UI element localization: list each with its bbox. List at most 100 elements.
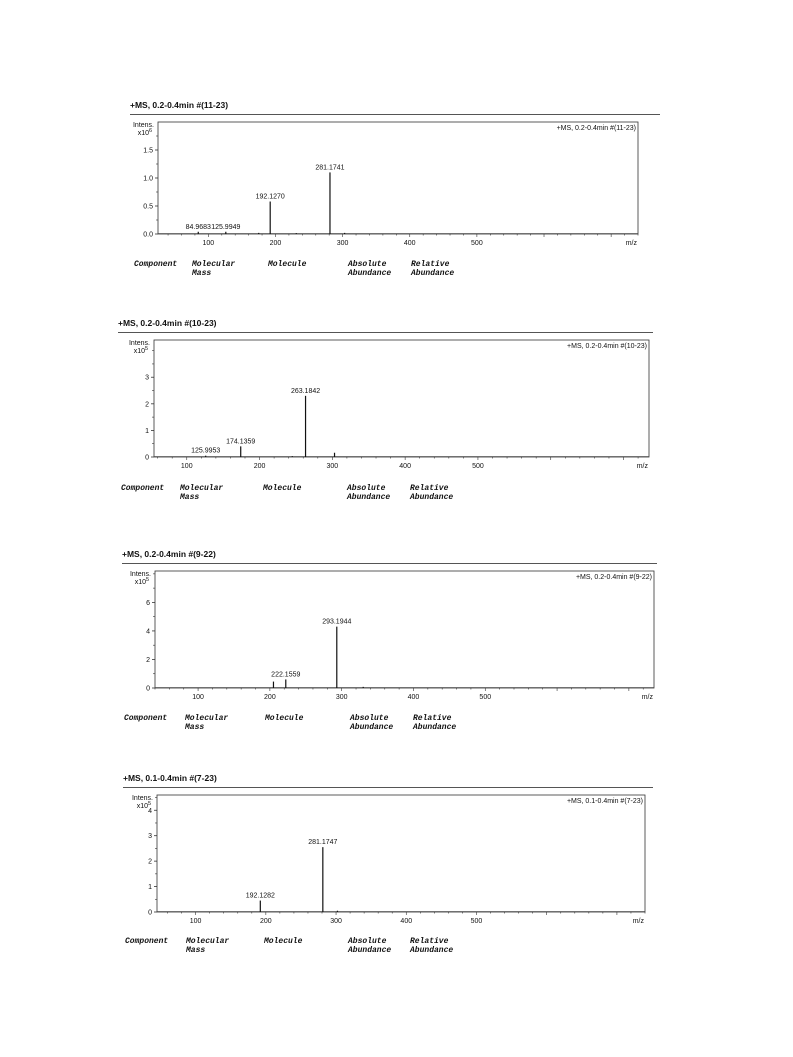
y-tick-label: 1 [148,884,152,891]
caption-absolute-line2: Abundance [350,723,394,732]
y-axis-exponent: x10 [138,130,149,137]
caption-relative-line1: Relative [410,484,449,493]
peak-label: 84.9683 [186,224,211,231]
y-tick-label: 0 [146,686,150,693]
y-axis-exponent-power: 6 [149,128,152,134]
spectrum-plot: 0.0 0.5 1.0 1.5 100 200 300 400 500 m/z Intens.x10… [133,121,639,247]
caption-relative-line2: Abundance [413,723,457,732]
title-divider [122,563,657,564]
caption-absolute-abundance: Absolute Abundance [348,937,391,955]
caption-relative-line2: Abundance [410,946,454,955]
x-tick-label: 500 [471,918,483,925]
caption-absolute-abundance: Absolute Abundance [348,260,391,278]
spectrum-plot: 0 1 2 3 100 200 300 400 500 m/z Intens.x10 5 +MS, 0.… [129,339,650,470]
spectrum-title: +MS, 0.1-0.4min #(7-23) [123,773,217,783]
spectrum-title: +MS, 0.2-0.4min #(11-23) [130,100,229,110]
x-axis-label: m/z [633,918,645,925]
caption-molecule: Molecule [264,937,303,946]
peak-label: 192.1270 [256,194,285,201]
caption-absolute-line1: Absolute [348,260,387,269]
caption-molecular-line1: Molecular [186,937,230,946]
peak-label: 125.9949 [211,224,240,231]
spectrum-legend: +MS, 0.2-0.4min #(9-22) [576,574,652,581]
y-axis-exponent-power: 5 [146,577,149,583]
caption-relative-line1: Relative [413,714,452,723]
plot-frame [153,339,650,458]
caption-absolute-line1: Absolute [348,937,387,946]
peak-label: 125.9953 [191,448,220,455]
caption-molecular-mass: Molecular Mass [186,937,229,955]
y-tick-label: 6 [146,600,150,607]
x-tick-label: 300 [330,918,342,925]
caption-relative-line2: Abundance [410,493,454,502]
caption-absolute-line1: Absolute [350,714,389,723]
caption-absolute-line2: Abundance [347,493,391,502]
peak-label: 222.1559 [271,671,300,678]
peak-label: 263.1842 [291,388,320,395]
x-tick-label: 400 [399,463,411,470]
caption-molecular-mass: Molecular Mass [180,484,223,502]
x-tick-label: 100 [203,240,215,247]
y-axis-exponent-power: 5 [145,346,148,352]
caption-molecular-line2: Mass [185,723,205,732]
y-tick-label: 0.0 [143,232,153,239]
caption-relative-line1: Relative [410,937,449,946]
caption-molecular-mass: Molecular Mass [185,714,228,732]
y-axis-label: Intens. [133,122,154,129]
title-divider [118,332,653,333]
caption-relative-abundance: Relative Abundance [410,937,453,955]
x-tick-label: 500 [479,694,491,701]
y-axis-exponent: x10 [134,348,145,355]
x-tick-label: 100 [192,694,204,701]
x-tick-label: 400 [408,694,420,701]
y-tick-label: 0 [145,455,149,462]
x-tick-label: 300 [327,463,339,470]
caption-component: Component [124,714,168,723]
y-axis-exponent-power: 5 [148,801,151,807]
x-tick-label: 100 [190,918,202,925]
caption-relative-abundance: Relative Abundance [413,714,456,732]
spectrum-plot: 0 2 4 6 100 200 300 400 500 m/z Intens.x10 5 +MS, 0.… [130,570,655,701]
y-tick-label: 3 [148,833,152,840]
peak-label: 192.1282 [246,893,275,900]
caption-absolute-abundance: Absolute Abundance [350,714,393,732]
spectrum-legend: +MS, 0.1-0.4min #(7-23) [567,798,643,805]
x-tick-label: 200 [254,463,266,470]
x-axis-label: m/z [626,240,638,247]
spectrum-panel-2: +MS, 0.2-0.4min #(10-23) 0 1 2 3 100 200 300 40… [118,318,653,503]
caption-molecular-line2: Mass [192,269,212,278]
caption-molecular-mass: Molecular Mass [192,260,235,278]
y-tick-label: 0 [148,910,152,917]
y-tick-label: 0.5 [143,204,153,211]
x-axis-label: m/z [642,694,654,701]
x-tick-label: 200 [260,918,272,925]
x-tick-label: 500 [472,463,484,470]
title-divider [130,114,660,115]
peak-label: 293.1944 [322,619,351,626]
x-tick-label: 400 [400,918,412,925]
y-tick-label: 2 [146,657,150,664]
plot-frame [156,794,646,913]
caption-molecule: Molecule [263,484,302,493]
caption-relative-line1: Relative [411,260,450,269]
spectrum-panel-3: +MS, 0.2-0.4min #(9-22) 0 2 4 6 100 200 300 400… [122,549,657,739]
peak-label: 281.1747 [308,839,337,846]
spectrum-plot: 0 1 2 3 4 100 200 300 400 500 m/z Intens.x10 5 +MS, 0… [132,794,646,925]
spectrum-panel-4: +MS, 0.1-0.4min #(7-23) 0 1 2 3 4 100 200 300 40… [123,773,653,963]
spectrum-title: +MS, 0.2-0.4min #(10-23) [118,318,217,328]
caption-component: Component [121,484,165,493]
spectrum-legend: +MS, 0.2-0.4min #(11-23) [557,125,636,132]
caption-molecular-line2: Mass [180,493,200,502]
peak-label: 174.1359 [226,438,255,445]
y-tick-label: 3 [145,375,149,382]
caption-molecule: Molecule [268,260,307,269]
y-tick-label: 4 [146,628,150,635]
title-divider [123,787,653,788]
y-tick-label: 2 [148,859,152,866]
x-tick-label: 500 [471,240,483,247]
caption-molecular-line1: Molecular [185,714,229,723]
caption-absolute-line2: Abundance [348,946,392,955]
caption-relative-abundance: Relative Abundance [411,260,454,278]
y-axis-label: Intens. [132,795,153,802]
y-axis-label: Intens. [130,571,151,578]
